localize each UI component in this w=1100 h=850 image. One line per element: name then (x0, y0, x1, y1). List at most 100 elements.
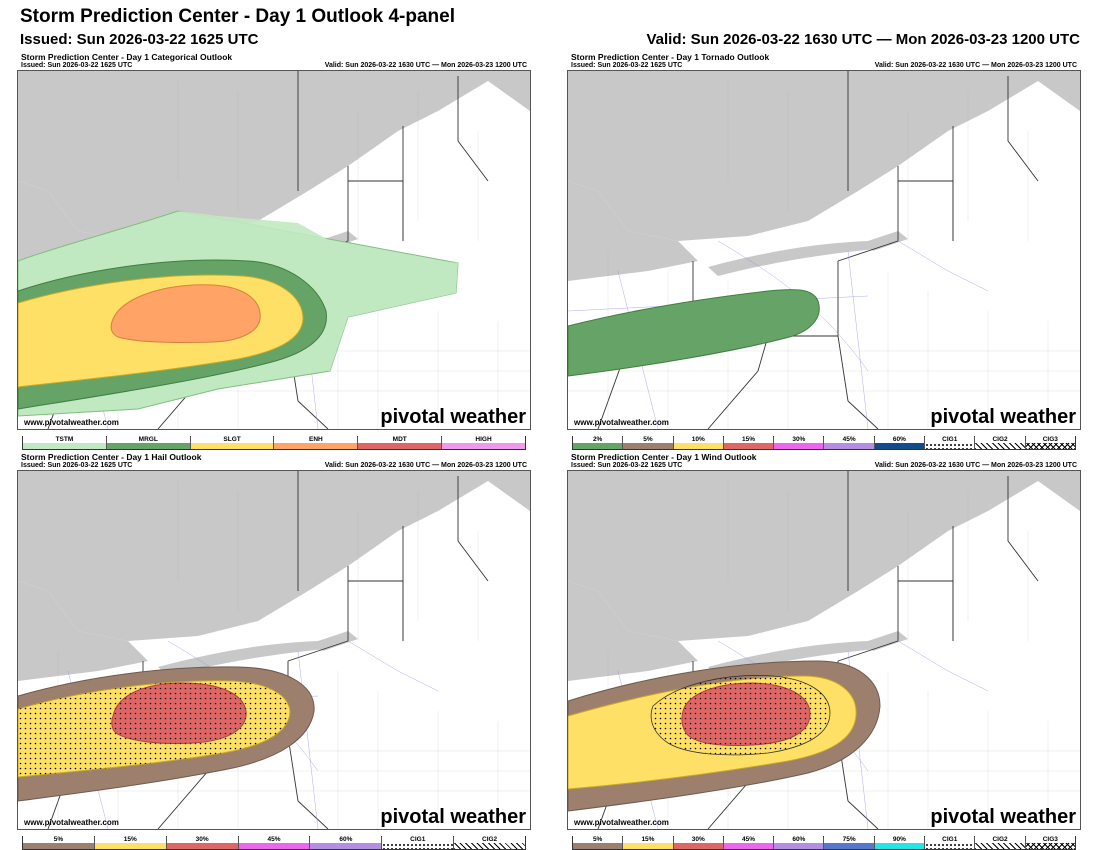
legend-item: CIG1 (925, 836, 976, 849)
watermark-url: www.pivotalweather.com (23, 818, 119, 827)
legend-item: MRGL (106, 436, 191, 449)
panel-title: Storm Prediction Center - Day 1 Hail Out… (21, 452, 202, 462)
legend-swatch (824, 843, 874, 849)
legend-swatch (274, 443, 358, 449)
issued-time: Issued: Sun 2026-03-22 1625 UTC (20, 31, 259, 48)
legend-item: 60% (774, 836, 825, 849)
panel-title: Storm Prediction Center - Day 1 Tornado … (571, 52, 770, 62)
legend-item: 45% (824, 436, 875, 449)
legend-label: 15% (94, 836, 166, 843)
page-title: Storm Prediction Center - Day 1 Outlook … (20, 6, 455, 27)
legend-item: 15% (623, 836, 674, 849)
legend-swatch (382, 843, 454, 849)
watermark-url: www.pivotalweather.com (23, 418, 119, 427)
legend-label: 45% (824, 436, 874, 443)
sig-wind-core (682, 683, 810, 746)
legend-swatch (975, 843, 1025, 849)
legend-item: TSTM (23, 436, 107, 449)
panel-hail: Storm Prediction Center - Day 1 Hail Out… (17, 452, 531, 850)
legend-item: CIG2 (975, 836, 1026, 849)
legend-swatch (874, 443, 925, 449)
legend-item: 30% (673, 836, 724, 849)
legend-item: 45% (238, 836, 311, 849)
legend-item: CIG2 (454, 836, 526, 849)
legend-swatch (874, 843, 925, 849)
legend-label: 10% (673, 436, 723, 443)
legend-item: 5% (623, 436, 674, 449)
legend: 5% 15% 30% 45% 60% CIG1 CIG2 (22, 836, 526, 850)
legend-swatch (573, 843, 623, 849)
legend-item: 30% (774, 436, 825, 449)
legend-swatch (774, 843, 824, 849)
legend-label: CIG2 (975, 836, 1025, 843)
risk-area-2pct (568, 289, 820, 377)
legend-label: 75% (824, 836, 874, 843)
panel-issued: Issued: Sun 2026-03-22 1625 UTC (21, 462, 133, 469)
legend-label: MRGL (106, 436, 190, 443)
legend-label: CIG1 (382, 836, 454, 843)
panel-issued: Issued: Sun 2026-03-22 1625 UTC (571, 462, 683, 469)
legend-swatch (358, 443, 442, 449)
map-wind: www.pivotalweather.com pivotal weather (567, 470, 1081, 830)
legend-item: CIG3 (1025, 436, 1075, 449)
panel-title: Storm Prediction Center - Day 1 Categori… (21, 52, 233, 62)
watermark-logo: pivotal weather (380, 806, 526, 828)
legend-label: TSTM (23, 436, 106, 443)
legend-item: 10% (673, 436, 724, 449)
legend-item: 15% (94, 836, 167, 849)
legend: 2% 5% 10% 15% 30% 45% 60% CIG1 CIG2 CIG3 (572, 436, 1076, 450)
panel-tornado: Storm Prediction Center - Day 1 Tornado … (567, 52, 1081, 450)
panel-valid: Valid: Sun 2026-03-22 1630 UTC — Mon 202… (324, 62, 527, 69)
legend-label: MDT (358, 436, 442, 443)
sig-hail-core (111, 683, 247, 744)
legend-label: 60% (874, 436, 925, 443)
legend: 5% 15% 30% 45% 60% 75% 90% CIG1 CIG2 CIG3 (572, 836, 1076, 850)
legend-item: CIG1 (382, 836, 455, 849)
legend-item: 15% (723, 436, 775, 449)
legend-swatch (23, 843, 94, 849)
legend-swatch (23, 443, 106, 449)
legend-swatch (106, 443, 190, 449)
legend-swatch (723, 843, 774, 849)
legend-swatch (673, 443, 723, 449)
legend-item: HIGH (442, 436, 525, 449)
legend-item: SLGT (190, 436, 275, 449)
watermark-logo: pivotal weather (380, 406, 526, 428)
legend-label: 90% (874, 836, 925, 843)
legend-label: 15% (723, 436, 774, 443)
legend-label: HIGH (442, 436, 525, 443)
legend-label: CIG1 (925, 436, 975, 443)
legend-label: CIG3 (1025, 436, 1075, 443)
legend-item: 2% (573, 436, 624, 449)
legend-swatch (925, 443, 975, 449)
legend-item: MDT (358, 436, 443, 449)
legend-label: CIG1 (925, 836, 975, 843)
legend-swatch (1025, 443, 1075, 449)
legend-label: 30% (673, 836, 723, 843)
legend-label: 30% (774, 436, 824, 443)
panel-categorical: Storm Prediction Center - Day 1 Categori… (17, 52, 531, 450)
legend-swatch (190, 443, 274, 449)
legend-swatch (975, 443, 1025, 449)
legend-label: CIG2 (454, 836, 526, 843)
legend-item: 5% (23, 836, 95, 849)
panel-issued: Issued: Sun 2026-03-22 1625 UTC (571, 62, 683, 69)
legend-item: 45% (723, 836, 775, 849)
legend-item: 30% (166, 836, 239, 849)
risk-area-enh (110, 284, 261, 343)
legend-label: 45% (238, 836, 310, 843)
risk-area-tstm-north (178, 211, 458, 371)
panel-title: Storm Prediction Center - Day 1 Wind Out… (571, 452, 757, 462)
legend-item: 60% (874, 436, 926, 449)
legend-label: 15% (623, 836, 673, 843)
panel-issued: Issued: Sun 2026-03-22 1625 UTC (21, 62, 133, 69)
legend-label: 60% (774, 836, 824, 843)
legend-item: ENH (274, 436, 359, 449)
panel-valid: Valid: Sun 2026-03-22 1630 UTC — Mon 202… (324, 462, 527, 469)
legend-swatch (1025, 843, 1075, 849)
legend-swatch (238, 843, 310, 849)
watermark-url: www.pivotalweather.com (573, 818, 669, 827)
legend-label: 5% (23, 836, 94, 843)
legend-swatch (310, 843, 382, 849)
panel-wind: Storm Prediction Center - Day 1 Wind Out… (567, 452, 1081, 850)
